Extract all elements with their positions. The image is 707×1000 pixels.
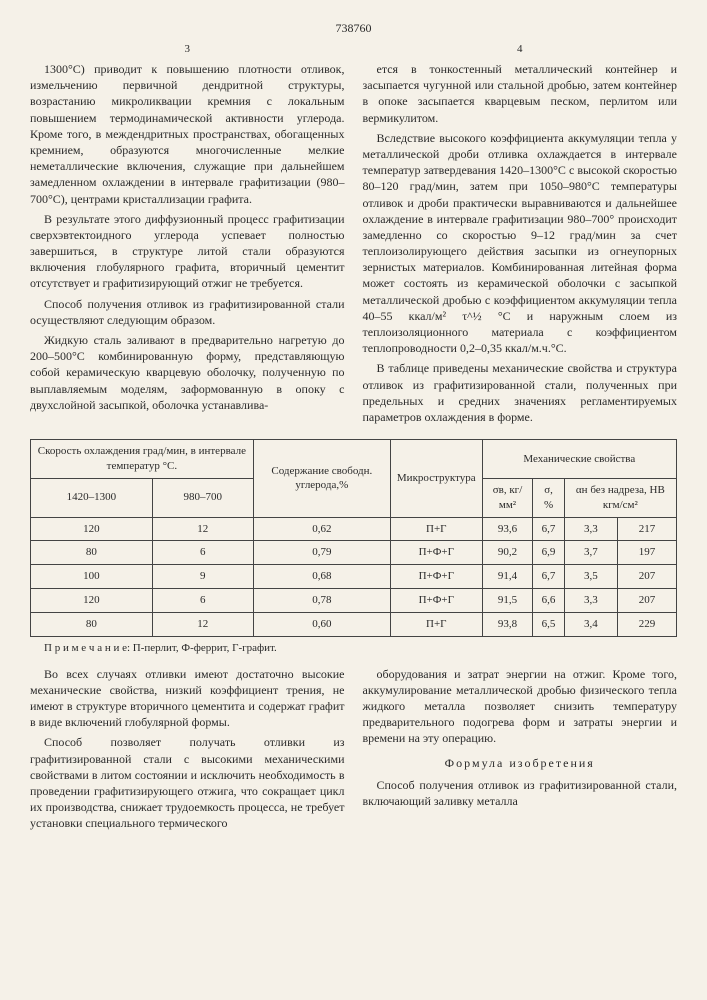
bottom-left-2: Способ позволяет получать отливки из гра…	[30, 734, 345, 831]
left-column: 3 1300°С) приводит к повышению плотности…	[30, 42, 345, 429]
th-group2: Механические свойства	[482, 440, 676, 479]
cell: П+Ф+Г	[390, 565, 482, 589]
cell: 6,7	[533, 517, 564, 541]
th-c3: Содержание свободн. углерода,%	[253, 440, 390, 517]
left-para-4: Жидкую сталь заливают в предварительно н…	[30, 332, 345, 413]
right-para-3: В таблице приведены механические свойств…	[363, 360, 678, 425]
th-c5: σв, кг/мм²	[482, 478, 533, 517]
cell: П+Ф+Г	[390, 541, 482, 565]
cell: 6,7	[533, 565, 564, 589]
table-row: 120 6 0,78 П+Ф+Г 91,5 6,6 3,3 207	[31, 589, 677, 613]
cell: 3,5	[564, 565, 617, 589]
th-c1: 1420–1300	[31, 478, 153, 517]
cell: 93,6	[482, 517, 533, 541]
cell: 91,5	[482, 589, 533, 613]
cell: 3,3	[564, 589, 617, 613]
lower-columns: Во всех случаях отливки имеют достаточно…	[30, 666, 677, 836]
cell: П+Г	[390, 612, 482, 636]
right-column: 4 ется в тонкостенный металлический конт…	[363, 42, 678, 429]
cell: 197	[618, 541, 677, 565]
cell: П+Г	[390, 517, 482, 541]
cell: 120	[31, 589, 153, 613]
cell: 207	[618, 565, 677, 589]
left-para-3: Способ получения отливок из графитизиров…	[30, 296, 345, 328]
patent-number: 738760	[30, 20, 677, 36]
cell: 80	[31, 612, 153, 636]
th-group1: Скорость охлаждения град/мин, в интервал…	[31, 440, 254, 479]
bottom-right-1: оборудования и затрат энергии на отжиг. …	[363, 666, 678, 747]
right-para-1: ется в тонкостенный металлический контей…	[363, 61, 678, 126]
cell: 12	[152, 612, 253, 636]
cell: 6,6	[533, 589, 564, 613]
th-c4: Микроструктура	[390, 440, 482, 517]
bottom-left-column: Во всех случаях отливки имеют достаточно…	[30, 666, 345, 836]
cell: 6	[152, 589, 253, 613]
cell: 0,78	[253, 589, 390, 613]
left-para-1: 1300°С) приводит к повышению плотности о…	[30, 61, 345, 207]
left-para-2: В результате этого диффузионный процесс …	[30, 211, 345, 292]
table-row: 100 9 0,68 П+Ф+Г 91,4 6,7 3,5 207	[31, 565, 677, 589]
right-para-2: Вследствие высокого коэффициента аккумул…	[363, 130, 678, 357]
table-row: 80 6 0,79 П+Ф+Г 90,2 6,9 3,7 197	[31, 541, 677, 565]
cell: 80	[31, 541, 153, 565]
cell: 3,7	[564, 541, 617, 565]
cell: 0,60	[253, 612, 390, 636]
bottom-left-1: Во всех случаях отливки имеют достаточно…	[30, 666, 345, 731]
bottom-right-column: оборудования и затрат энергии на отжиг. …	[363, 666, 678, 836]
upper-columns: 3 1300°С) приводит к повышению плотности…	[30, 42, 677, 429]
cell: 120	[31, 517, 153, 541]
cell: 12	[152, 517, 253, 541]
cell: 217	[618, 517, 677, 541]
table-row: 80 12 0,60 П+Г 93,8 6,5 3,4 229	[31, 612, 677, 636]
properties-table: Скорость охлаждения град/мин, в интервал…	[30, 439, 677, 637]
cell: 6	[152, 541, 253, 565]
table-body: 120 12 0,62 П+Г 93,6 6,7 3,3 217 80 6 0,…	[31, 517, 677, 636]
cell: 0,68	[253, 565, 390, 589]
cell: 0,79	[253, 541, 390, 565]
table-note: П р и м е ч а н и е: П-перлит, Ф-феррит,…	[30, 641, 677, 656]
cell: 207	[618, 589, 677, 613]
cell: 9	[152, 565, 253, 589]
cell: 6,9	[533, 541, 564, 565]
cell: 3,4	[564, 612, 617, 636]
cell: 91,4	[482, 565, 533, 589]
left-col-number: 3	[30, 42, 345, 57]
right-col-number: 4	[363, 42, 678, 57]
th-c7: αн без надреза, НВ кгм/см²	[564, 478, 676, 517]
cell: 6,5	[533, 612, 564, 636]
cell: 229	[618, 612, 677, 636]
cell: 93,8	[482, 612, 533, 636]
cell: 90,2	[482, 541, 533, 565]
th-c2: 980–700	[152, 478, 253, 517]
cell: 3,3	[564, 517, 617, 541]
th-c6: σ, %	[533, 478, 564, 517]
cell: 0,62	[253, 517, 390, 541]
formula-text: Способ получения отливок из графитизиров…	[363, 777, 678, 809]
cell: 100	[31, 565, 153, 589]
formula-title: Формула изобретения	[363, 755, 678, 771]
cell: П+Ф+Г	[390, 589, 482, 613]
table-row: 120 12 0,62 П+Г 93,6 6,7 3,3 217	[31, 517, 677, 541]
